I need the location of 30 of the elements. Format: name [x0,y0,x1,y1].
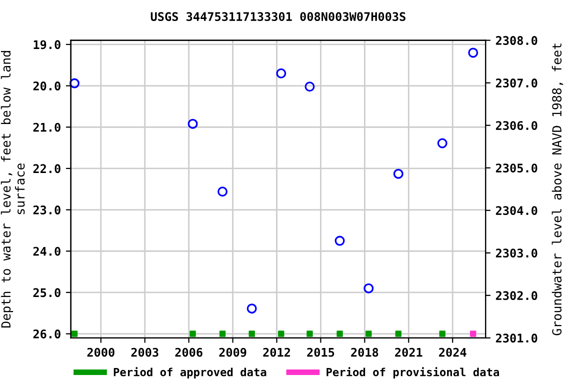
x-tick-label: 2021 [395,348,422,357]
y-tick-label: 25.0 [33,288,60,298]
y-tick-label: 22.0 [33,164,60,174]
y2-tick-label: 2308.0 [496,36,538,45]
x-tick-label: 2000 [87,348,114,357]
y-tick-label: 23.0 [33,206,60,214]
y2-tick-label: 2307.0 [496,78,538,88]
y2-axis-title: Groundwater level above NAVD 1988, feet [552,44,564,336]
y2-tick-label: 2303.0 [496,248,538,258]
y-tick-label: 19.0 [34,40,60,50]
legend-label: Period of provisional data [326,367,499,378]
x-tick-label: 2024 [439,348,466,357]
chart-title: USGS 344753117133301 008N003W07H003S [150,12,406,22]
x-tick-label: 2018 [351,348,378,357]
x-tick-label: 2006 [175,348,202,357]
x-tick-label: 2009 [219,348,246,357]
legend-label: Period of approved data [114,367,266,378]
y2-tick-label: 2304.0 [496,206,538,216]
y-tick-label: 26.0 [33,330,60,338]
y2-tick-label: 2301.0 [496,334,538,343]
y-axis-title: Depth to water level, feet below land surface [0,51,25,328]
x-tick-label: 2003 [131,348,158,357]
y-tick-label: 24.0 [33,246,60,256]
x-tick-label: 2012 [263,348,290,357]
y2-tick-label: 2302.0 [496,291,538,300]
y-tick-label: 20.0 [33,82,60,90]
y-tick-label: 21.0 [33,122,60,132]
y2-tick-label: 2305.0 [496,164,538,173]
x-tick-label: 2015 [307,348,334,357]
y2-tick-label: 2306.0 [496,121,538,130]
